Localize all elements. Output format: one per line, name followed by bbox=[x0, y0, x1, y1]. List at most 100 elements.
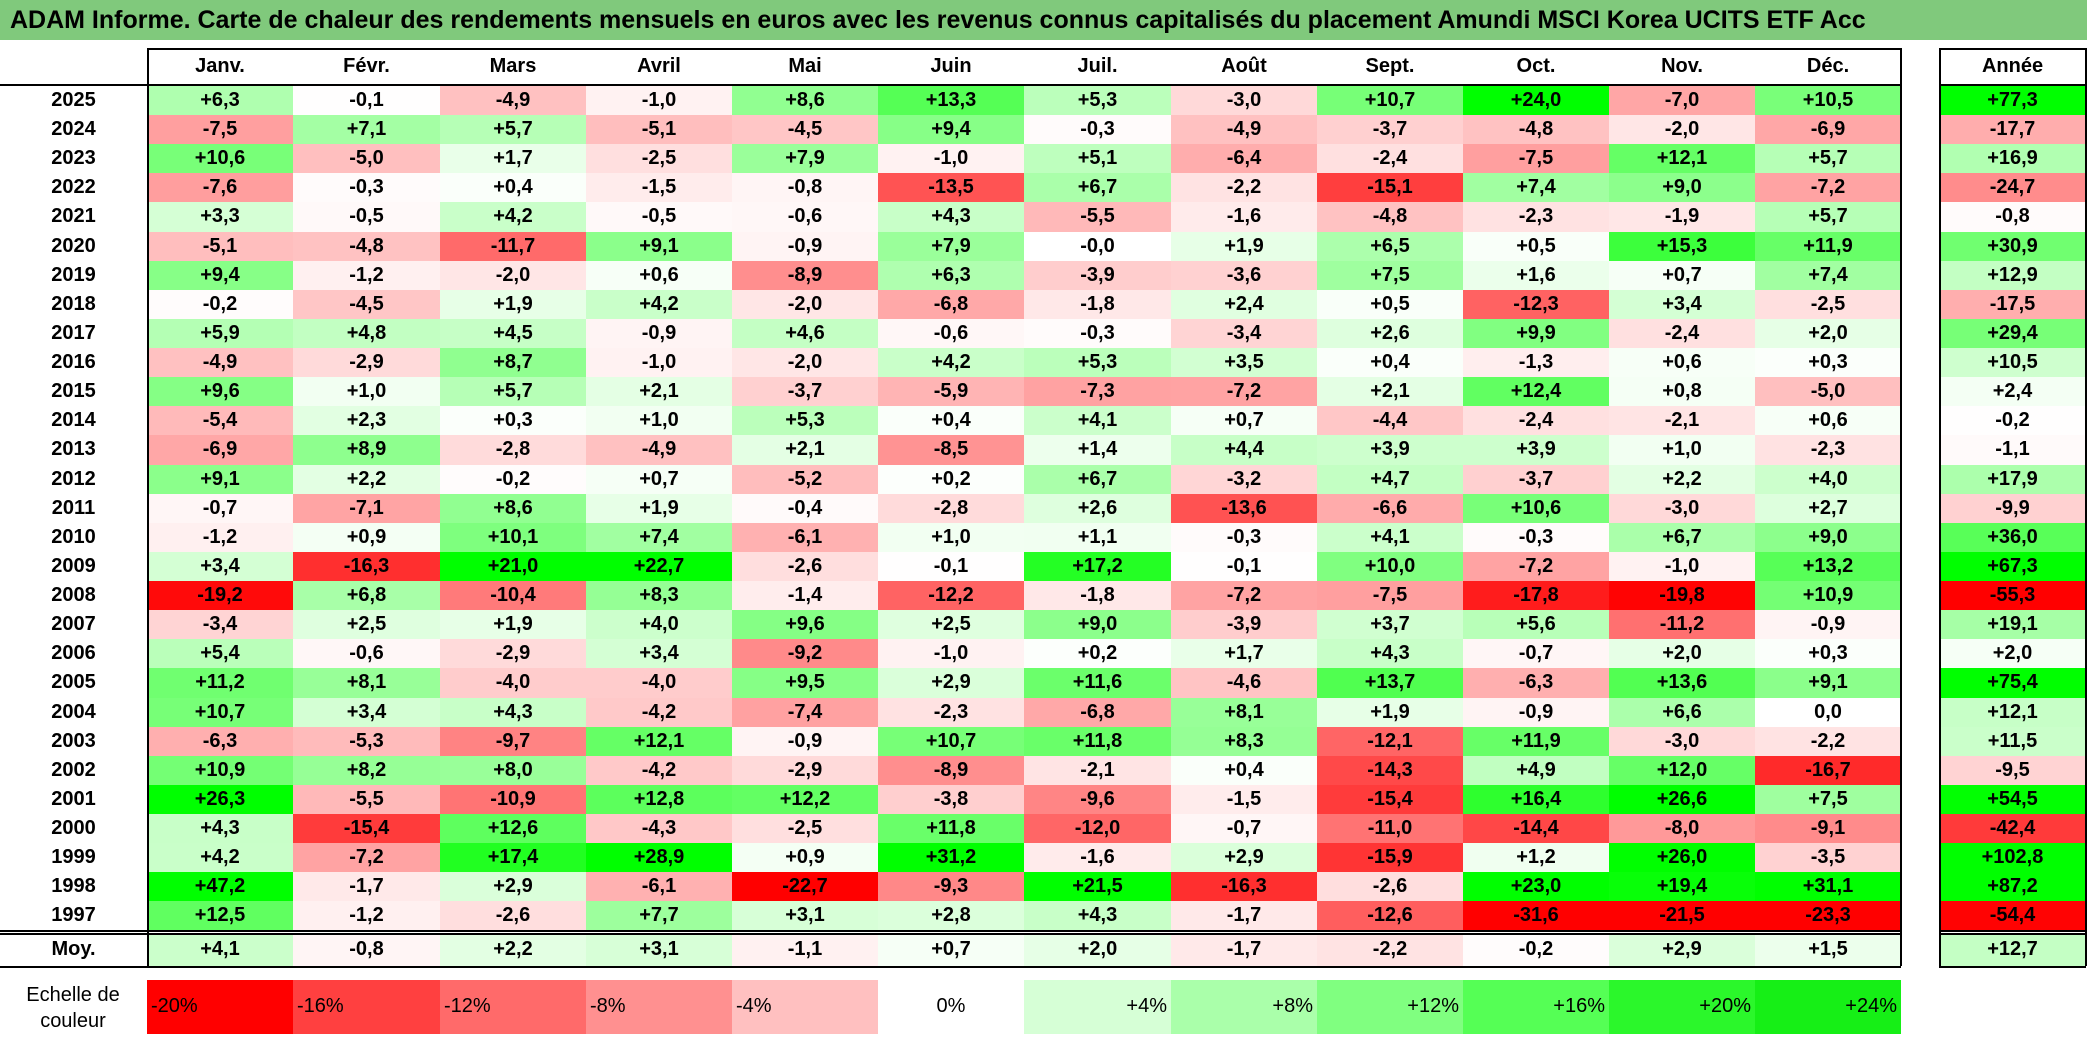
heatmap-cell: +0,4 bbox=[440, 173, 586, 203]
average-cell: +2,9 bbox=[1609, 935, 1755, 966]
heatmap-cell: -1,7 bbox=[293, 872, 440, 902]
heatmap-cell: +0,5 bbox=[1317, 289, 1463, 319]
heatmap-cell: -2,5 bbox=[732, 814, 878, 844]
heatmap-cell: -4,8 bbox=[1317, 202, 1463, 232]
heatmap-cell: -9,7 bbox=[440, 726, 586, 756]
annual-cell: +36,0 bbox=[1939, 522, 2086, 552]
column-header: Déc. bbox=[1755, 48, 1901, 84]
heatmap-cell: -2,2 bbox=[1755, 726, 1901, 756]
year-label: 2002 bbox=[51, 758, 96, 781]
heatmap-cell: +1,7 bbox=[1171, 639, 1317, 669]
heatmap-cell: +8,2 bbox=[293, 755, 440, 785]
annual-left-border bbox=[1939, 48, 1941, 966]
heatmap-cell: +5,7 bbox=[440, 377, 586, 407]
heatmap-cell: -7,1 bbox=[293, 493, 440, 523]
heatmap-cell: -16,3 bbox=[293, 551, 440, 582]
year-label: 2010 bbox=[51, 525, 96, 548]
heatmap-cell: +24,0 bbox=[1463, 86, 1609, 116]
heatmap-cell: -19,2 bbox=[147, 581, 293, 611]
annual-right-border bbox=[2085, 48, 2087, 966]
average-cell: +2,2 bbox=[440, 935, 586, 966]
heatmap-cell: +9,1 bbox=[147, 464, 293, 494]
heatmap-cell: +16,4 bbox=[1463, 784, 1609, 814]
heatmap-cell: -3,7 bbox=[732, 377, 878, 407]
heatmap-cell: +9,0 bbox=[1024, 610, 1171, 640]
year-label: 2005 bbox=[51, 671, 96, 694]
heatmap-cell: -7,3 bbox=[1024, 377, 1171, 407]
heatmap-cell: -8,0 bbox=[1609, 814, 1755, 844]
heatmap-cell: -0,3 bbox=[1171, 522, 1317, 552]
color-scale-swatch: +4% bbox=[1024, 980, 1171, 1034]
heatmap-cell: +3,4 bbox=[586, 639, 732, 669]
heatmap-cell: +12,4 bbox=[1463, 377, 1609, 407]
heatmap-cell: +2,9 bbox=[1171, 843, 1317, 873]
heatmap-cell: -1,9 bbox=[1609, 202, 1755, 232]
heatmap-cell: +21,5 bbox=[1024, 872, 1171, 902]
heatmap-cell: +13,7 bbox=[1317, 668, 1463, 698]
year-label: 2023 bbox=[51, 147, 96, 170]
annual-rows-bottom-border bbox=[1939, 930, 2086, 933]
color-scale-swatch: -16% bbox=[293, 980, 440, 1034]
heatmap-cell: -2,0 bbox=[732, 289, 878, 319]
heatmap-cell: -4,8 bbox=[1463, 115, 1609, 145]
annual-column-header: Année bbox=[1939, 48, 2086, 84]
heatmap-cell: +9,9 bbox=[1463, 318, 1609, 349]
average-cell: +3,1 bbox=[586, 935, 732, 966]
column-header: Févr. bbox=[293, 48, 440, 84]
annual-cell: -17,7 bbox=[1939, 115, 2086, 145]
heatmap-cell: -0,6 bbox=[732, 202, 878, 232]
year-label: 2025 bbox=[51, 89, 96, 111]
heatmap-cell: -0,1 bbox=[293, 86, 440, 116]
heatmap-cell: +1,9 bbox=[586, 493, 732, 523]
heatmap-cell: -4,2 bbox=[586, 697, 732, 727]
heatmap-cell: +0,6 bbox=[586, 260, 732, 290]
heatmap-cell: +9,0 bbox=[1755, 522, 1901, 552]
color-scale-swatch: +24% bbox=[1755, 980, 1901, 1034]
heatmap-cell: +10,1 bbox=[440, 522, 586, 552]
heatmap-cell: +2,2 bbox=[1609, 464, 1755, 494]
main-grid-right-border bbox=[1900, 48, 1902, 966]
heatmap-cell: -4,4 bbox=[1317, 406, 1463, 436]
heatmap-cell: +26,3 bbox=[147, 784, 293, 814]
heatmap-cell: -0,1 bbox=[878, 551, 1024, 582]
heatmap-cell: -4,2 bbox=[586, 755, 732, 785]
color-scale-swatch: 0% bbox=[878, 980, 1024, 1034]
heatmap-cell: +10,7 bbox=[878, 726, 1024, 756]
heatmap-cell: -15,1 bbox=[1317, 173, 1463, 203]
column-header: Juil. bbox=[1024, 48, 1171, 84]
heatmap-cell: -11,2 bbox=[1609, 610, 1755, 640]
heatmap-cell: +4,2 bbox=[147, 843, 293, 873]
heatmap-cell: +12,8 bbox=[586, 784, 732, 814]
heatmap-cell: +26,6 bbox=[1609, 784, 1755, 814]
heatmap-cell: -1,5 bbox=[586, 173, 732, 203]
heatmap-cell: +4,1 bbox=[1024, 406, 1171, 436]
year-label: 2018 bbox=[51, 292, 96, 315]
heatmap-cell: -0,8 bbox=[732, 173, 878, 203]
annual-cell: +102,8 bbox=[1939, 843, 2086, 873]
heatmap-cell: -6,3 bbox=[147, 726, 293, 756]
heatmap-cell: +1,0 bbox=[293, 377, 440, 407]
heatmap-cell: +4,5 bbox=[440, 318, 586, 349]
heatmap-cell: +5,3 bbox=[1024, 348, 1171, 378]
heatmap-cell: -13,6 bbox=[1171, 493, 1317, 523]
column-header: Août bbox=[1171, 48, 1317, 84]
heatmap-cell: +17,2 bbox=[1024, 551, 1171, 582]
heatmap-cell: +12,1 bbox=[1609, 144, 1755, 174]
heatmap-cell: -1,3 bbox=[1463, 348, 1609, 378]
heatmap-cell: -12,6 bbox=[1317, 901, 1463, 931]
heatmap-cell: +7,5 bbox=[1755, 784, 1901, 814]
annual-average-top-border bbox=[1939, 933, 2086, 935]
heatmap-cell: +4,3 bbox=[1024, 901, 1171, 931]
heatmap-cell: +3,9 bbox=[1317, 435, 1463, 465]
heatmap-cell: -14,3 bbox=[1317, 755, 1463, 785]
year-label: 2013 bbox=[51, 438, 96, 461]
column-header: Mars bbox=[440, 48, 586, 84]
annual-cell: +19,1 bbox=[1939, 610, 2086, 640]
heatmap-cell: +8,7 bbox=[440, 348, 586, 378]
heatmap-cell: +9,1 bbox=[586, 231, 732, 261]
heatmap-cell: +11,8 bbox=[1024, 726, 1171, 756]
heatmap-cell: -10,4 bbox=[440, 581, 586, 611]
annual-cell: +16,9 bbox=[1939, 144, 2086, 174]
heatmap-cell: -2,0 bbox=[1609, 115, 1755, 145]
column-header: Juin bbox=[878, 48, 1024, 84]
